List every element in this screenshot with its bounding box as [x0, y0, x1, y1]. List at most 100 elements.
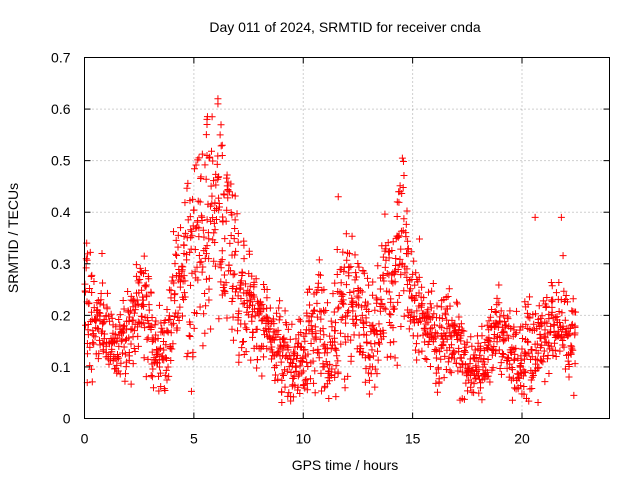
data-point — [484, 337, 492, 345]
data-point — [134, 332, 142, 340]
data-point — [499, 329, 507, 337]
data-point — [253, 364, 261, 372]
data-point — [397, 245, 405, 253]
data-point — [237, 295, 245, 303]
data-point — [454, 367, 462, 375]
data-point — [447, 341, 455, 349]
data-point — [86, 248, 94, 256]
data-point — [515, 373, 523, 381]
data-point — [210, 229, 218, 237]
data-point — [216, 131, 224, 139]
data-point — [545, 369, 553, 377]
data-point — [571, 308, 579, 316]
data-point — [478, 396, 486, 404]
data-point — [560, 343, 568, 351]
data-point — [496, 364, 504, 372]
data-point — [135, 279, 143, 287]
data-point — [286, 335, 294, 343]
data-point — [139, 293, 147, 301]
y-tick-label: 0.6 — [51, 101, 71, 117]
data-point — [87, 308, 95, 316]
data-point — [112, 323, 120, 331]
data-point — [317, 369, 325, 377]
data-point — [198, 268, 206, 276]
data-point — [450, 355, 458, 363]
data-point — [309, 347, 317, 355]
data-point — [373, 331, 381, 339]
data-point — [355, 263, 363, 271]
data-point — [229, 294, 237, 302]
data-point — [162, 366, 170, 374]
data-point — [342, 338, 350, 346]
data-point — [139, 296, 147, 304]
data-point — [144, 355, 152, 363]
data-point — [331, 338, 339, 346]
data-point — [410, 257, 418, 265]
data-point — [561, 316, 569, 324]
data-point — [233, 210, 241, 218]
data-point — [162, 355, 170, 363]
data-point — [165, 286, 173, 294]
data-point — [564, 331, 572, 339]
data-point — [390, 338, 398, 346]
data-point — [556, 318, 564, 326]
data-point — [342, 319, 350, 327]
data-point — [240, 237, 248, 245]
data-point — [385, 288, 393, 296]
data-point — [189, 195, 197, 203]
data-point — [83, 340, 91, 348]
data-point — [457, 354, 465, 362]
data-point — [358, 311, 366, 319]
data-point — [421, 355, 429, 363]
data-point — [143, 335, 151, 343]
data-point — [186, 320, 194, 328]
x-tick-label: 15 — [405, 431, 421, 447]
data-point — [132, 261, 140, 269]
data-point — [505, 334, 513, 342]
data-point — [334, 368, 342, 376]
data-point — [403, 281, 411, 289]
data-point — [141, 267, 149, 275]
data-point — [155, 387, 163, 395]
data-point — [243, 296, 251, 304]
data-point — [164, 328, 172, 336]
data-point — [541, 326, 549, 334]
data-point — [535, 302, 543, 310]
data-point — [232, 247, 240, 255]
data-point — [376, 307, 384, 315]
data-point — [182, 229, 190, 237]
data-point — [559, 252, 567, 260]
data-point — [413, 356, 421, 364]
data-point — [444, 293, 452, 301]
data-point — [534, 349, 542, 357]
data-point — [263, 294, 271, 302]
data-point — [278, 370, 286, 378]
data-point — [538, 341, 546, 349]
data-point — [337, 329, 345, 337]
data-point — [418, 300, 426, 308]
data-point — [535, 364, 543, 372]
data-point — [407, 248, 415, 256]
data-point — [300, 381, 308, 389]
data-point — [472, 353, 480, 361]
data-point — [230, 235, 238, 243]
data-point — [365, 307, 373, 315]
data-point — [278, 376, 286, 384]
data-point — [174, 231, 182, 239]
data-point — [292, 354, 300, 362]
data-point — [187, 233, 195, 241]
data-point — [234, 327, 242, 335]
data-point — [557, 213, 565, 221]
data-point — [383, 353, 391, 361]
data-point — [195, 251, 203, 259]
data-point — [436, 322, 444, 330]
data-point — [525, 349, 533, 357]
data-point — [108, 314, 116, 322]
data-point — [198, 150, 206, 158]
data-point — [218, 151, 226, 159]
data-point — [440, 338, 448, 346]
data-point — [568, 345, 576, 353]
data-point — [91, 316, 99, 324]
data-point — [115, 316, 123, 324]
data-point — [515, 374, 523, 382]
